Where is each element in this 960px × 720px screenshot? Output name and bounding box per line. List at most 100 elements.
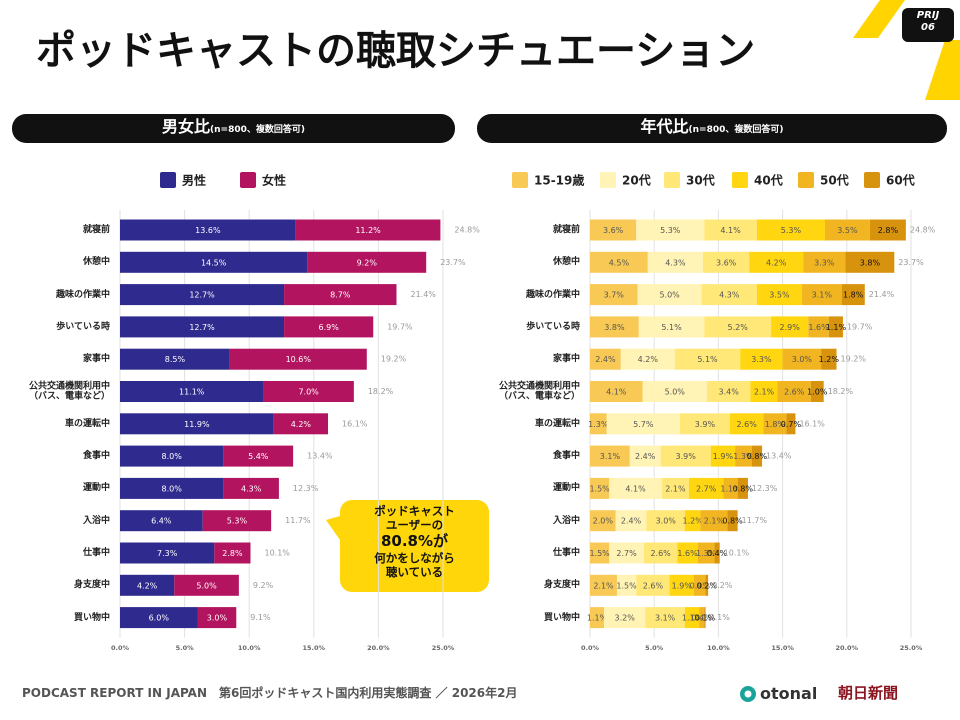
value-label: 3.0% xyxy=(207,614,228,623)
value-label: 2.8% xyxy=(878,226,899,235)
value-label: 14.5% xyxy=(201,258,227,267)
page-title: ポッドキャストの聴取シチュエーション xyxy=(36,28,756,74)
x-tick-label: 15.0% xyxy=(303,644,326,652)
value-label: 5.3% xyxy=(227,517,248,526)
total-label: 13.4% xyxy=(307,452,333,461)
bar-segment xyxy=(645,607,686,629)
bar-segment xyxy=(120,219,296,241)
value-label: 0.4% xyxy=(692,614,713,623)
bar-segment xyxy=(701,284,757,306)
bar-segment xyxy=(763,413,787,435)
legend-label: 30代 xyxy=(686,173,715,188)
bar-segment xyxy=(688,477,724,499)
legend-swatch xyxy=(512,172,528,188)
value-label: 2.4% xyxy=(635,452,656,461)
value-label: 5.7% xyxy=(633,420,654,429)
callout-line: ユーザーの xyxy=(385,518,444,533)
category-label: 仕事中 xyxy=(552,547,580,558)
bar-segment xyxy=(706,381,751,402)
total-label: 9.1% xyxy=(710,613,731,622)
bar-segment xyxy=(609,542,644,564)
logo-asahi: 朝日新聞 xyxy=(838,684,899,702)
category-label: 休憩中 xyxy=(82,257,110,268)
total-label: 19.2% xyxy=(841,355,867,364)
bar-segment xyxy=(700,510,728,532)
value-label: 3.0% xyxy=(656,517,677,526)
legend-label: 15-19歳 xyxy=(534,173,584,188)
legend-label: 女性 xyxy=(262,173,286,188)
category-label: 食事中 xyxy=(552,450,580,461)
value-label: 1.3% xyxy=(733,452,754,461)
value-label: 1.2% xyxy=(819,355,840,364)
value-label: 3.5% xyxy=(769,291,790,300)
badge: PRIJ 06 xyxy=(916,10,940,33)
bar-segment xyxy=(590,445,630,467)
total-label: 24.8% xyxy=(454,226,480,235)
bar-segment xyxy=(723,477,738,499)
value-label: 8.7% xyxy=(330,291,351,300)
value-label: 0.9% xyxy=(690,581,711,590)
value-label: 8.5% xyxy=(165,355,186,364)
value-label: 3.3% xyxy=(814,258,835,267)
value-label: 12.7% xyxy=(189,323,215,332)
value-label: 1.2% xyxy=(683,517,704,526)
value-label: 11.2% xyxy=(355,226,381,235)
total-label: 19.7% xyxy=(387,322,413,331)
bar-segment xyxy=(750,381,778,402)
x-tick-label: 0.0% xyxy=(111,644,130,652)
section-heading: 年代比 xyxy=(640,117,689,136)
legend-swatch xyxy=(160,172,176,188)
bar-segment xyxy=(615,510,647,532)
logo-otonal: otonal xyxy=(760,684,818,703)
bar-segment xyxy=(685,510,701,532)
bar-segment xyxy=(120,413,274,435)
bar-segment xyxy=(120,477,224,499)
value-label: 6.0% xyxy=(149,614,170,623)
value-label: 11.9% xyxy=(184,420,210,429)
total-label: 10.1% xyxy=(264,549,290,558)
value-label: 4.2% xyxy=(291,420,312,429)
bar-segment xyxy=(197,607,237,629)
bar-segment xyxy=(229,348,367,370)
bar-segment xyxy=(284,316,374,338)
bar-segment xyxy=(699,607,705,629)
bar-segment xyxy=(263,381,354,402)
value-label: 9.2% xyxy=(357,258,378,267)
category-label: 趣味の作業中 xyxy=(525,289,580,300)
bar-segment xyxy=(660,445,711,467)
category-label: 歩いている時 xyxy=(526,321,580,332)
bar-segment xyxy=(202,510,272,532)
bar-segment xyxy=(590,284,638,306)
value-label: 1.8% xyxy=(843,291,864,300)
value-label: 2.7% xyxy=(696,484,717,493)
value-label: 1.5% xyxy=(589,549,610,558)
bar-segment xyxy=(756,219,825,241)
x-tick-label: 25.0% xyxy=(900,644,923,652)
bar-segment xyxy=(606,413,680,435)
category-label: 家事中 xyxy=(552,354,580,365)
bar-segment xyxy=(669,574,695,596)
value-label: 4.2% xyxy=(638,355,659,364)
bar-segment xyxy=(638,316,705,338)
x-tick-label: 0.0% xyxy=(581,644,600,652)
footer-text: PODCAST REPORT IN JAPAN 第6回ポッドキャスト国内利用実態… xyxy=(22,686,518,700)
category-label: 就寝前 xyxy=(552,224,580,235)
bar-segment xyxy=(590,574,617,596)
bar-segment xyxy=(590,251,648,273)
bar-segment xyxy=(284,284,397,306)
legend-swatch xyxy=(864,172,880,188)
total-label: 19.2% xyxy=(381,355,407,364)
bar-segment xyxy=(679,413,730,435)
bar-segment xyxy=(727,510,738,532)
bar-segment xyxy=(636,219,705,241)
value-label: 0.8% xyxy=(722,517,743,526)
category-label: 身支度中 xyxy=(73,580,110,591)
value-label: 0.7% xyxy=(781,420,802,429)
bar-segment xyxy=(869,219,906,241)
bar-segment xyxy=(756,284,802,306)
category-label: 歩いている時 xyxy=(56,321,110,332)
bar-segment xyxy=(661,477,689,499)
legend-swatch xyxy=(664,172,680,188)
bar-segment xyxy=(751,445,763,467)
